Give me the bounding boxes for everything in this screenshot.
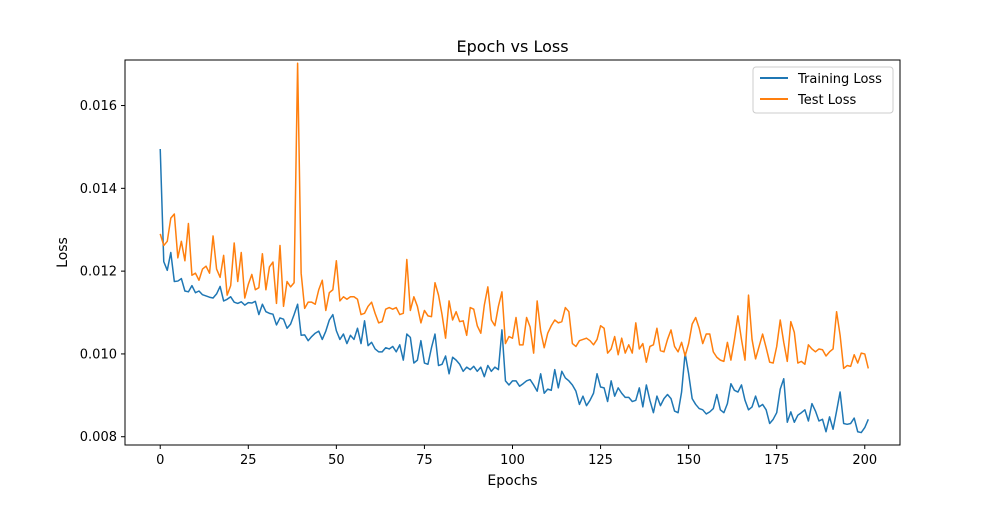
x-tick-label: 125	[588, 453, 613, 468]
y-tick-label: 0.008	[80, 430, 117, 445]
series-layer	[159, 62, 870, 434]
x-tick-label: 200	[852, 453, 877, 468]
series-line-training-loss	[159, 148, 869, 434]
x-tick-label: 175	[764, 453, 789, 468]
legend-label-training-loss: Training Loss	[797, 72, 882, 87]
y-tick-label: 0.010	[80, 347, 117, 362]
x-tick-label: 100	[500, 453, 525, 468]
x-axis: 0 25 50 75 100 125 150 175 200	[156, 445, 877, 468]
y-tick-label: 0.016	[80, 99, 117, 114]
x-tick-label: 150	[676, 453, 701, 468]
y-axis-label: Loss	[55, 237, 71, 268]
series-line-test-loss	[159, 62, 870, 370]
legend-label-test-loss: Test Loss	[797, 93, 856, 108]
y-axis: 0.008 0.010 0.012 0.014 0.016	[80, 99, 125, 445]
x-tick-label: 25	[240, 453, 257, 468]
legend: Training Loss Test Loss	[752, 66, 894, 114]
y-tick-label: 0.014	[80, 182, 117, 197]
y-tick-label: 0.012	[80, 265, 117, 280]
x-tick-label: 75	[416, 453, 433, 468]
x-tick-label: 0	[156, 453, 164, 468]
x-tick-label: 50	[328, 453, 345, 468]
x-axis-label: Epochs	[487, 473, 537, 489]
chart-title: Epoch vs Loss	[456, 37, 568, 56]
